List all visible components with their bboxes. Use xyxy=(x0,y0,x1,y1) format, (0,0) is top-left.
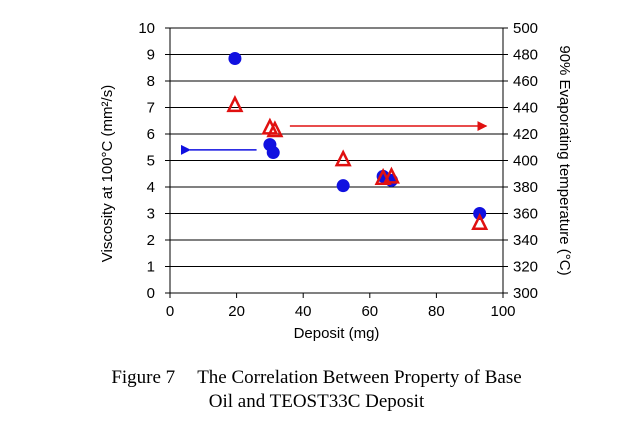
y-right-tick-label: 420 xyxy=(513,126,538,143)
caption-title-part-1: The Correlation Between Property of Base xyxy=(197,367,522,388)
x-tick-label: 80 xyxy=(428,303,445,320)
y-right-tick-label: 340 xyxy=(513,232,538,249)
figure-caption: Figure 7 The Correlation Between Property… xyxy=(0,366,633,414)
annotation-arrows xyxy=(180,121,488,155)
tick-labels: 0 20 40 60 80 100 0 1 2 3 4 5 6 7 8 9 10 300 320 340 360 380 4… xyxy=(138,20,538,320)
y-right-tick-label: 480 xyxy=(513,47,538,64)
evaporating-temp-point xyxy=(382,166,400,184)
y-right-tick-label: 440 xyxy=(513,100,538,117)
y-right-tick-label: 360 xyxy=(513,206,538,223)
y-left-tick-label: 0 xyxy=(147,285,155,302)
y-left-axis-title: Viscosity at 100°C (mm²/s) xyxy=(99,85,116,262)
x-tick-label: 60 xyxy=(361,303,378,320)
y-right-tick-label: 300 xyxy=(513,285,538,302)
caption-title-part-2: Oil and TEOST33C Deposit xyxy=(208,391,425,412)
y-right-tick-label: 460 xyxy=(513,73,538,90)
viscosity-point xyxy=(336,179,350,193)
evaporating-temp-point xyxy=(266,120,284,138)
y-left-tick-label: 3 xyxy=(147,206,155,223)
y-left-tick-label: 7 xyxy=(147,100,155,117)
x-tick-label: 100 xyxy=(490,303,515,320)
x-tick-label: 40 xyxy=(295,303,312,320)
y-left-tick-label: 6 xyxy=(147,126,155,143)
x-tick-label: 20 xyxy=(228,303,245,320)
figure: 0 20 40 60 80 100 0 1 2 3 4 5 6 7 8 9 10 300 320 340 360 380 4… xyxy=(99,20,573,342)
gridlines xyxy=(170,27,503,267)
y-left-tick-label: 1 xyxy=(147,259,155,276)
y-right-tick-label: 400 xyxy=(513,153,538,170)
caption-figure-number: Figure 7 xyxy=(111,367,176,388)
y-right-tick-label: 500 xyxy=(513,20,538,37)
viscosity-point xyxy=(266,146,280,160)
y-left-tick-label: 10 xyxy=(138,20,155,37)
viscosity-point xyxy=(228,51,242,65)
y-left-tick-label: 5 xyxy=(147,153,155,170)
y-left-tick-label: 8 xyxy=(147,73,155,90)
x-tick-label: 0 xyxy=(166,303,174,320)
evaporating-temp-point xyxy=(226,95,244,113)
axes xyxy=(165,27,508,298)
x-axis-title: Deposit (mg) xyxy=(294,325,380,342)
y-right-axis-title: 90% Evaporating temperature (°C) xyxy=(556,45,573,275)
y-right-tick-label: 320 xyxy=(513,259,538,276)
evaporating-temp-point xyxy=(471,212,489,231)
caption-line-1: Figure 7 The Correlation Between Property… xyxy=(0,366,633,390)
y-left-tick-label: 2 xyxy=(147,232,155,249)
scatter-chart: 0 20 40 60 80 100 0 1 2 3 4 5 6 7 8 9 10 300 320 340 360 380 4… xyxy=(99,20,573,342)
data-points xyxy=(226,51,489,231)
evaporating-temp-point xyxy=(334,149,352,167)
y-right-tick-label: 380 xyxy=(513,179,538,196)
y-left-tick-label: 4 xyxy=(147,179,155,196)
y-left-tick-label: 9 xyxy=(147,47,155,64)
